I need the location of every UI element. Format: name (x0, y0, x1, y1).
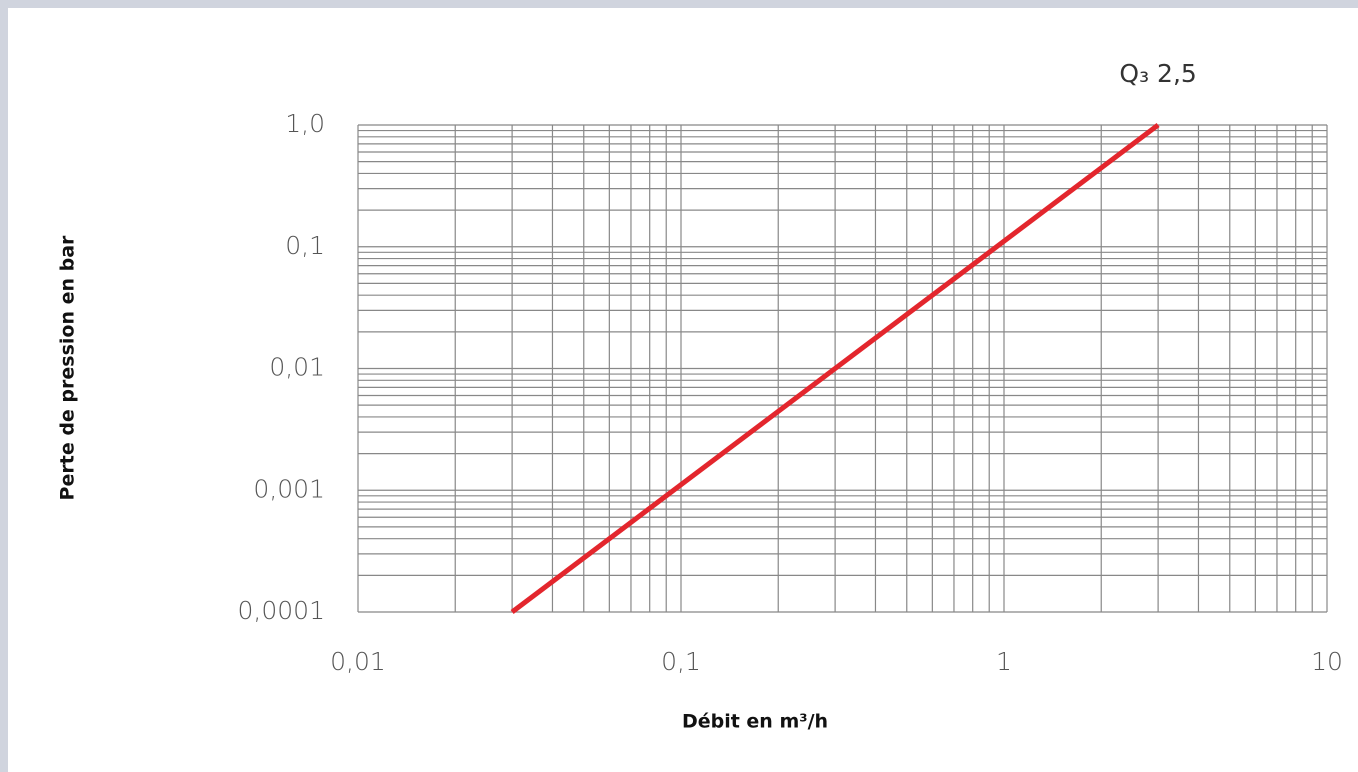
x-tick-label: 0,1 (661, 647, 701, 676)
y-tick-label: 0,01 (269, 353, 325, 382)
x-tick-label: 1 (996, 647, 1012, 676)
x-tick-label: 10 (1311, 647, 1343, 676)
frame-top (0, 0, 1358, 8)
y-tick-label: 0,0001 (238, 596, 325, 625)
data-line (510, 123, 1160, 614)
y-axis-label: Perte de pression en bar (57, 235, 79, 500)
frame-left (0, 0, 8, 772)
y-tick-label: 0,001 (253, 474, 325, 503)
x-axis-label: Débit en m³/h (682, 711, 828, 733)
y-tick-label: 1,0 (285, 109, 325, 138)
grid (357, 124, 1328, 613)
annotation: Q₃ 2,5 (1119, 59, 1196, 88)
x-tick-label: 0,01 (330, 647, 386, 676)
y-tick-label: 0,1 (285, 231, 325, 260)
marks (510, 123, 1160, 614)
